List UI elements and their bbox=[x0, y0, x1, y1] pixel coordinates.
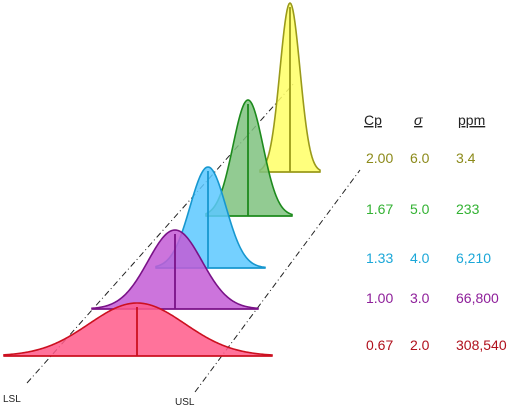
table-cell-ppm: 66,800 bbox=[456, 290, 499, 306]
table-cell-cp: 1.67 bbox=[366, 201, 393, 217]
table-cell-ppm: 6,210 bbox=[456, 250, 491, 266]
table-cell-ppm: 3.4 bbox=[456, 150, 476, 166]
table-cell-cp: 0.67 bbox=[366, 337, 393, 353]
table-cell-ppm: 233 bbox=[456, 201, 480, 217]
header-cp: Cp bbox=[364, 112, 382, 128]
lsl-label: LSL bbox=[3, 394, 21, 405]
usl-line bbox=[194, 169, 361, 393]
header-sigma: σ bbox=[414, 112, 423, 128]
header-ppm: ppm bbox=[458, 112, 485, 128]
table-cell-sigma: 4.0 bbox=[410, 250, 430, 266]
table-cell-sigma: 5.0 bbox=[410, 201, 430, 217]
table-cell-ppm: 308,540 bbox=[456, 337, 507, 353]
lsl-line bbox=[26, 81, 296, 384]
table-cell-cp: 1.00 bbox=[366, 290, 393, 306]
table-cell-cp: 2.00 bbox=[366, 150, 393, 166]
table-cell-sigma: 6.0 bbox=[410, 150, 430, 166]
usl-label: USL bbox=[175, 397, 195, 408]
table-cell-sigma: 2.0 bbox=[410, 337, 430, 353]
distribution-curves bbox=[3, 1, 321, 357]
table-cell-sigma: 3.0 bbox=[410, 290, 430, 306]
capability-table: 2.00 6.0 3.4 1.67 5.0 233 1.33 4.0 6,210 1.00 3.0 6… bbox=[366, 150, 507, 353]
curve-2-sigma bbox=[3, 302, 273, 357]
table-cell-cp: 1.33 bbox=[366, 250, 393, 266]
